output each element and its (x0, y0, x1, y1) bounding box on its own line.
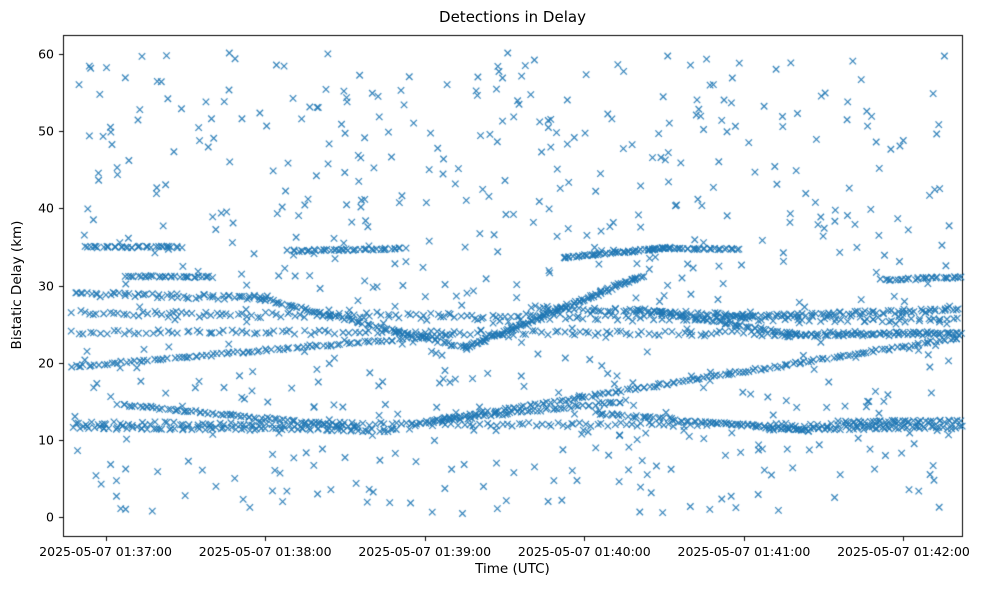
x-tick-label: 2025-05-07 01:41:00 (677, 544, 811, 559)
y-tick-label: 20 (38, 355, 54, 371)
y-tick-label: 0 (46, 509, 54, 525)
y-tick-label: 40 (38, 200, 54, 216)
y-tick-label: 30 (38, 278, 54, 293)
y-tick-label: 60 (38, 46, 54, 62)
y-axis-label: Bistatic Delay (km) (9, 220, 25, 350)
x-tick-label: 2025-05-07 01:40:00 (517, 544, 651, 559)
x-tick-label: 2025-05-07 01:37:00 (39, 544, 172, 559)
x-axis-label: Time (UTC) (475, 561, 550, 577)
x-tick-label: 2025-05-07 01:38:00 (198, 544, 332, 559)
y-tick-label: 10 (38, 432, 54, 448)
x-tick-label: 2025-05-07 01:42:00 (837, 544, 970, 559)
y-tick-label: 50 (38, 123, 54, 139)
x-tick-label: 2025-05-07 01:39:00 (358, 544, 492, 559)
